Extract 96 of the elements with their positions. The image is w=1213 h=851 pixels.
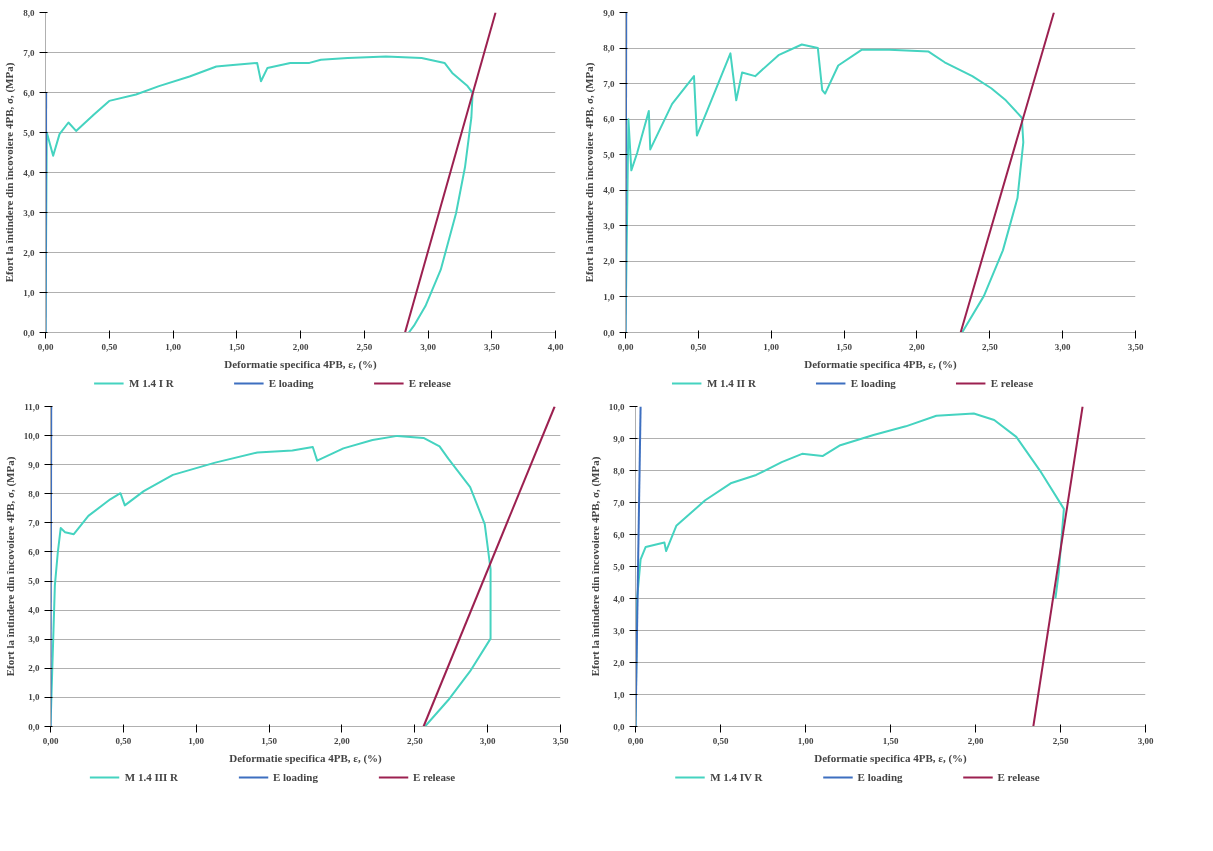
legend-label: M 1.4 I R: [129, 377, 174, 389]
legend-label: E release: [412, 771, 456, 783]
legend-label: E loading: [857, 771, 903, 783]
y-tick-label: 1,0: [603, 291, 615, 302]
y-tick-label: 0,0: [613, 721, 625, 732]
y-tick-label: 0,0: [28, 721, 40, 732]
y-tick-label: 8,0: [28, 488, 40, 499]
x-axis-title: Deformatie specifica 4PB, ε, (%): [814, 751, 968, 765]
y-tick-label: 8,0: [613, 465, 625, 476]
y-axis-title: Efort la întindere din încovoiere 4PB, σ, (MPa): [588, 456, 602, 677]
x-tick-label: 2,50: [406, 735, 424, 746]
x-tick-label: 2,00: [334, 735, 351, 746]
x-tick-label: 0,00: [42, 735, 59, 746]
y-tick-label: 4,0: [613, 593, 625, 604]
y-tick-label: 5,0: [603, 149, 615, 160]
y-tick-label: 6,0: [28, 546, 40, 557]
x-tick-label: 1,50: [228, 341, 246, 352]
x-tick-label: 2,50: [1052, 735, 1069, 746]
x-tick-label: 1,00: [763, 341, 780, 352]
y-tick-label: 1,0: [28, 692, 40, 703]
x-tick-label: 3,00: [1137, 735, 1154, 746]
x-tick-label: 3,50: [1127, 341, 1144, 352]
legend-label: E release: [990, 377, 1034, 389]
y-tick-label: 8,0: [603, 43, 615, 54]
y-tick-label: 3,0: [28, 634, 40, 645]
x-tick-label: 0,50: [690, 341, 707, 352]
legend-label: E release: [997, 771, 1040, 783]
y-tick-label: 0,0: [603, 327, 615, 338]
y-tick-label: 2,0: [603, 256, 615, 267]
y-axis-title: Efort la întindere din încovoiere 4PB, σ, (MPa): [3, 456, 17, 677]
x-tick-label: 0,50: [101, 341, 118, 352]
x-tick-label: 4,00: [547, 341, 564, 352]
x-tick-label: 2,00: [909, 341, 926, 352]
y-tick-label: 9,0: [603, 7, 615, 18]
y-tick-label: 6,0: [23, 87, 35, 98]
x-tick-label: 1,50: [882, 735, 899, 746]
y-tick-label: 2,0: [23, 247, 35, 258]
legend-label: E loading: [268, 377, 314, 389]
y-tick-label: 6,0: [613, 529, 625, 540]
y-tick-label: 9,0: [613, 433, 625, 444]
x-tick-label: 3,00: [1054, 341, 1072, 352]
x-tick-label: 1,50: [261, 735, 278, 746]
y-tick-label: 4,0: [23, 167, 35, 178]
x-axis-title: Deformatie specifica 4PB, ε, (%): [229, 751, 383, 765]
x-axis-title: Deformatie specifica 4PB, ε, (%): [804, 357, 958, 371]
x-tick-label: 3,50: [552, 735, 569, 746]
y-tick-label: 10,0: [23, 430, 40, 441]
x-tick-label: 2,00: [292, 341, 309, 352]
y-tick-label: 10,0: [608, 401, 625, 412]
x-tick-label: 0,50: [712, 735, 729, 746]
x-tick-label: 1,00: [797, 735, 814, 746]
y-tick-label: 2,0: [28, 663, 40, 674]
x-tick-label: 0,00: [37, 341, 54, 352]
x-tick-label: 0,50: [115, 735, 132, 746]
y-tick-label: 11,0: [24, 401, 40, 412]
legend-label: M 1.4 II R: [706, 377, 756, 389]
y-tick-label: 0,0: [23, 327, 35, 338]
legend-label: E loading: [272, 771, 318, 783]
legend-label: M 1.4 III R: [124, 771, 178, 783]
y-tick-label: 4,0: [603, 185, 615, 196]
y-tick-label: 7,0: [613, 497, 625, 508]
x-tick-label: 0,00: [627, 735, 644, 746]
y-tick-label: 3,0: [23, 207, 35, 218]
x-tick-label: 2,50: [981, 341, 999, 352]
y-axis-title: Efort la întindere din încovoiere 4PB, σ, (MPa): [3, 62, 17, 283]
x-tick-label: 1,00: [165, 341, 182, 352]
y-tick-label: 7,0: [603, 78, 615, 89]
x-tick-label: 2,00: [967, 735, 984, 746]
y-tick-label: 1,0: [613, 689, 625, 700]
x-tick-label: 3,50: [483, 341, 501, 352]
y-tick-label: 4,0: [28, 605, 40, 616]
y-tick-label: 2,0: [613, 657, 625, 668]
y-axis-title: Efort la întindere din încovoiere 4PB, σ, (MPa): [583, 62, 597, 283]
y-tick-label: 3,0: [613, 625, 625, 636]
x-tick-label: 0,00: [617, 341, 634, 352]
y-tick-label: 6,0: [603, 114, 615, 125]
y-tick-label: 5,0: [28, 576, 40, 587]
x-tick-label: 1,50: [836, 341, 853, 352]
legend-label: M 1.4 IV R: [710, 771, 763, 783]
x-tick-label: 3,00: [420, 341, 437, 352]
legend-label: E release: [408, 377, 451, 389]
line-series: [50, 434, 492, 727]
y-tick-label: 5,0: [613, 561, 625, 572]
x-tick-label: 3,00: [479, 735, 497, 746]
y-tick-label: 1,0: [23, 287, 35, 298]
legend-label: E loading: [850, 377, 896, 389]
y-tick-label: 5,0: [23, 127, 35, 138]
y-tick-label: 9,0: [28, 459, 40, 470]
y-tick-label: 7,0: [28, 517, 40, 528]
x-tick-label: 2,50: [356, 341, 373, 352]
x-tick-label: 1,00: [188, 735, 205, 746]
line-series: [625, 43, 1025, 333]
x-axis-title: Deformatie specifica 4PB, ε, (%): [224, 357, 378, 371]
y-tick-label: 8,0: [23, 7, 35, 18]
y-tick-label: 7,0: [23, 47, 35, 58]
y-tick-label: 3,0: [603, 220, 615, 231]
